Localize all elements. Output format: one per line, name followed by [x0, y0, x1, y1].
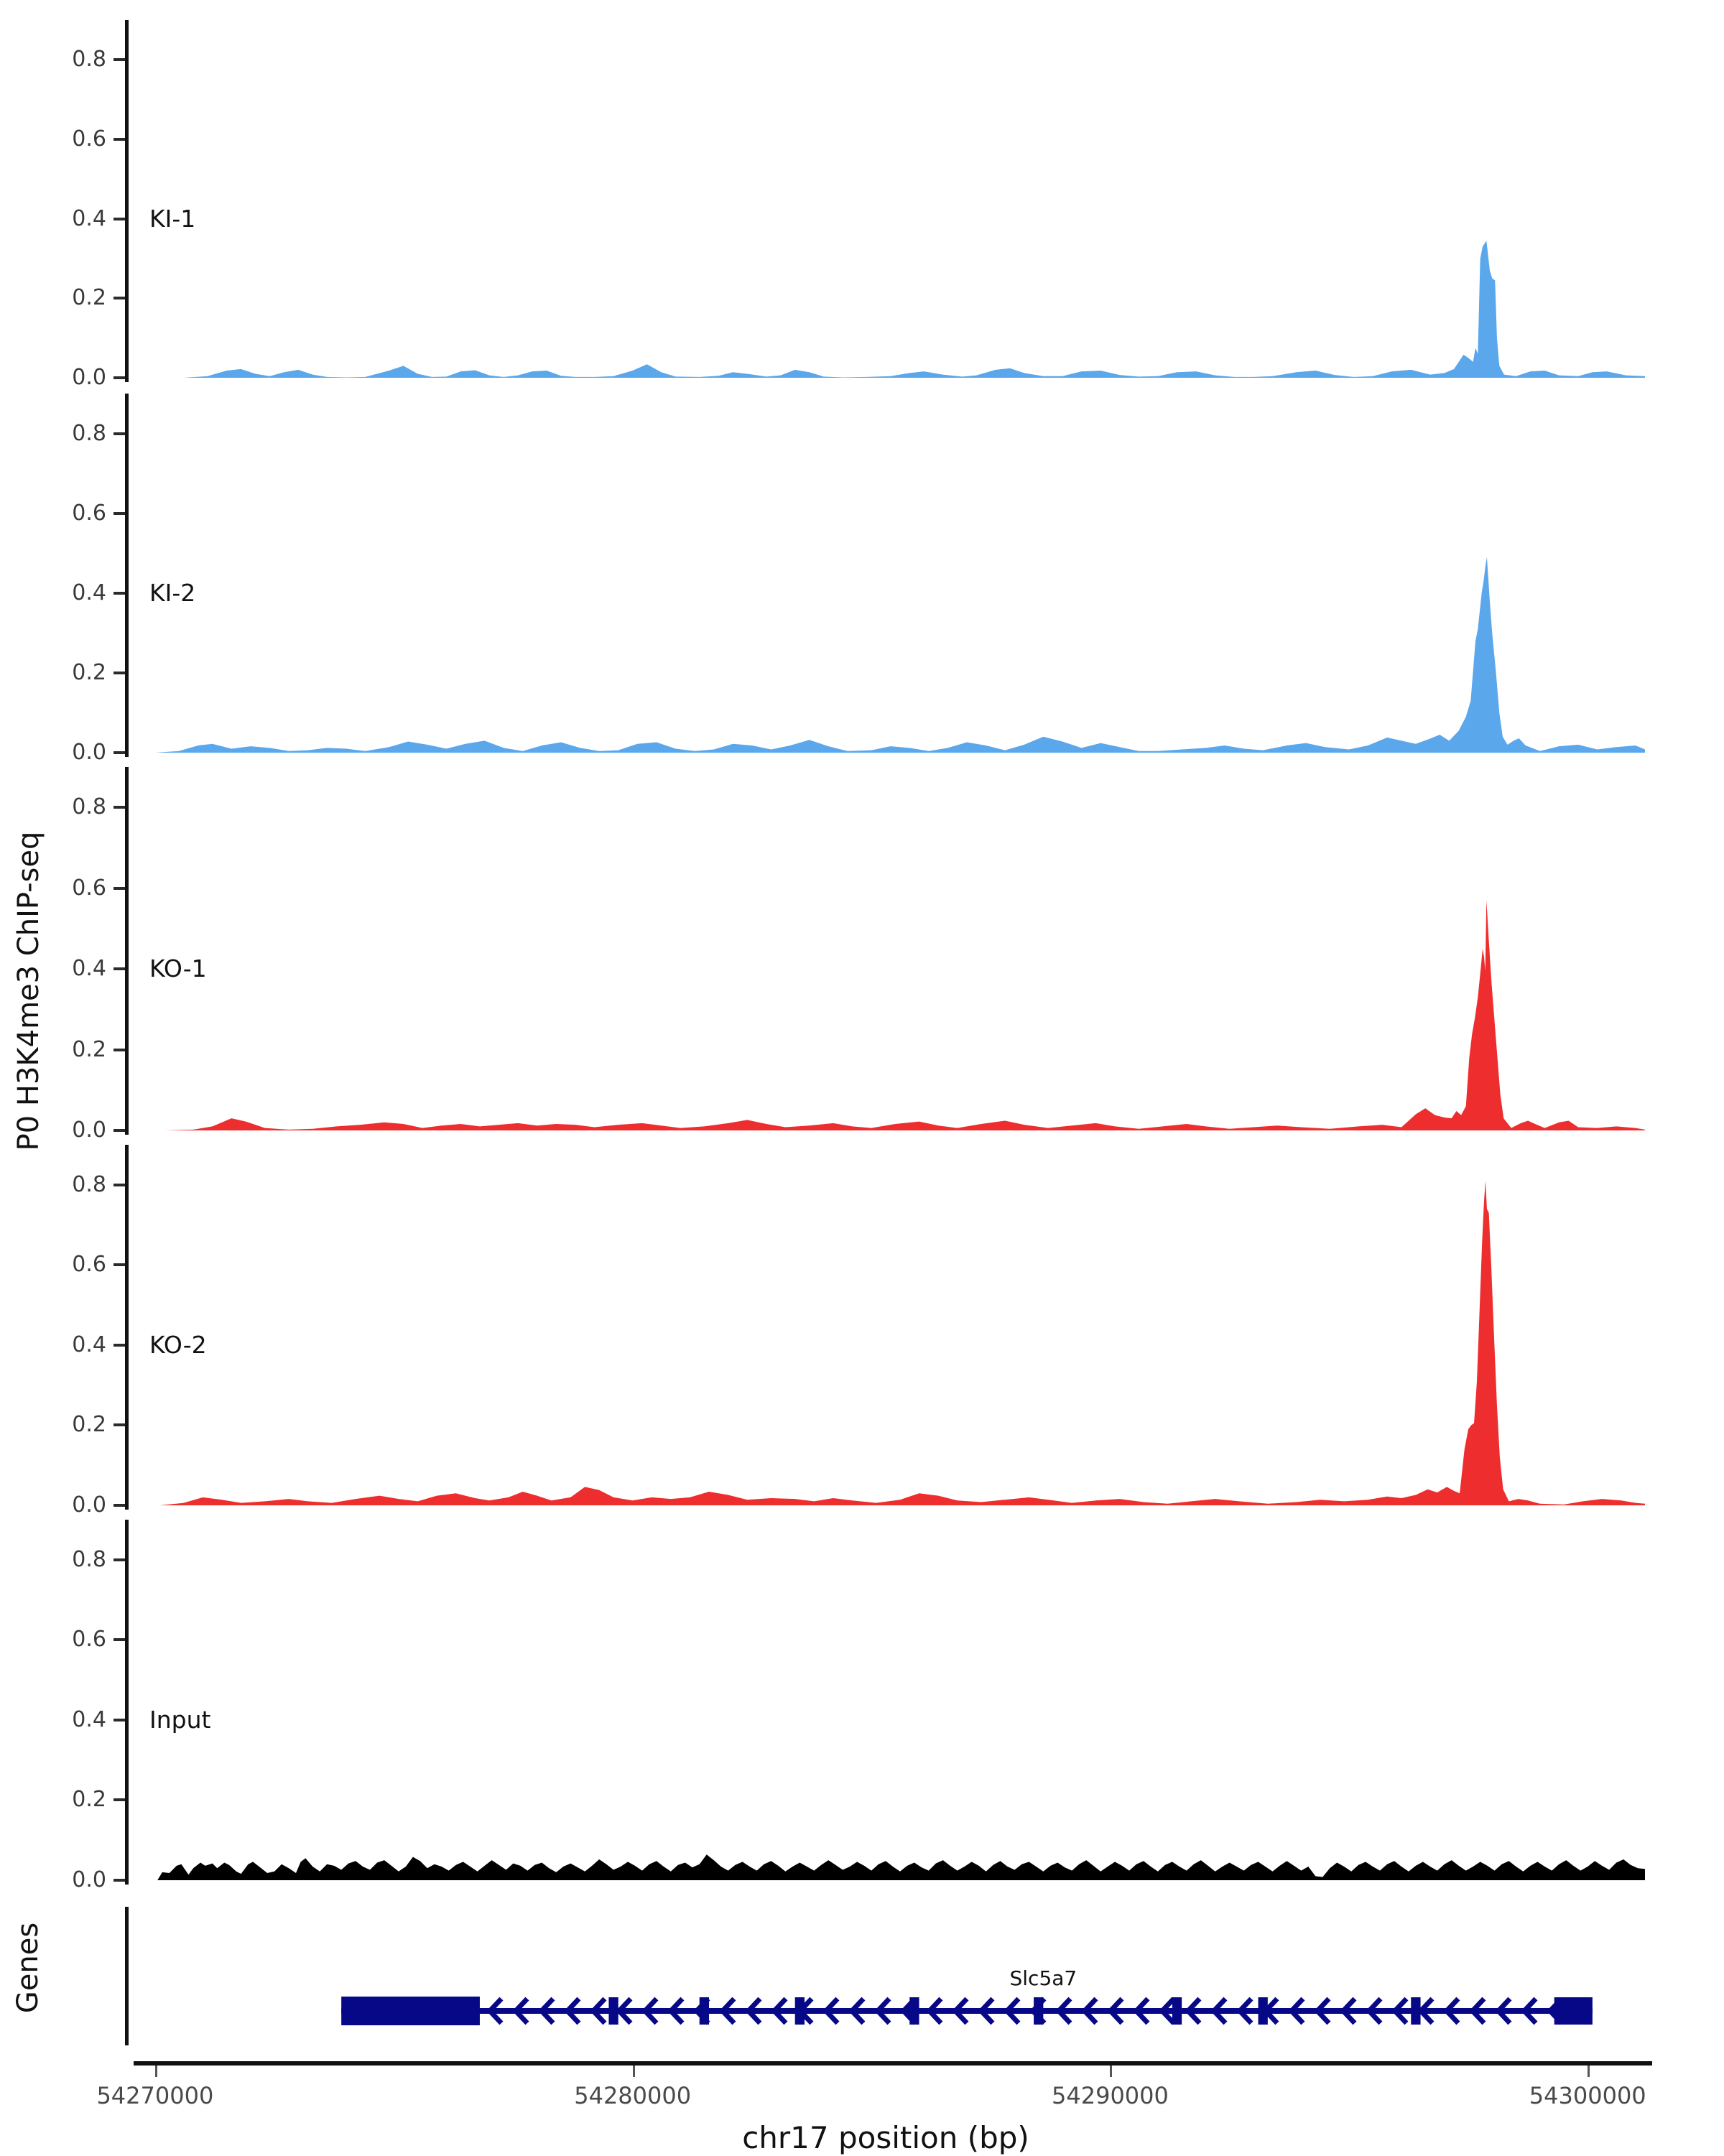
track-label-input: Input — [149, 1705, 211, 1734]
y-tick-label-ko-1-4: 0.8 — [72, 794, 106, 820]
y-axis-spine-ko-1 — [125, 767, 129, 1135]
x-axis-line — [134, 2061, 1652, 2066]
signal-area-ko-2 — [126, 1145, 1645, 1507]
y-tick-label-input-0: 0.0 — [72, 1867, 106, 1892]
y-tick-label-ko-1-2: 0.4 — [72, 956, 106, 982]
y-tick-label-ki-1-1: 0.2 — [72, 285, 106, 311]
y-tick-label-ki-2-4: 0.8 — [72, 420, 106, 446]
y-tick-ko-1-0 — [113, 1129, 125, 1132]
y-tick-input-2 — [113, 1718, 125, 1721]
y-tick-label-ko-2-1: 0.2 — [72, 1412, 106, 1438]
gene-name-label: Slc5a7 — [1009, 1966, 1078, 1990]
y-tick-ki-2-4 — [113, 432, 125, 435]
y-tick-label-ko-2-0: 0.0 — [72, 1492, 106, 1518]
y-tick-input-0 — [113, 1879, 125, 1882]
y-axis-spine-input — [125, 1520, 129, 1885]
gene-model[interactable] — [126, 1986, 1674, 2036]
y-tick-label-ko-1-3: 0.6 — [72, 875, 106, 901]
genes-track-label: Genes — [11, 1922, 45, 2014]
track-label-ko-1: KO-1 — [149, 954, 207, 983]
track-label-ki-1: KI-1 — [149, 204, 196, 233]
x-tick-label-3: 54300000 — [1529, 2082, 1646, 2109]
y-tick-input-4 — [113, 1558, 125, 1561]
y-tick-label-ki-2-0: 0.0 — [72, 740, 106, 765]
y-tick-ki-1-4 — [113, 58, 125, 62]
y-tick-label-ko-1-0: 0.0 — [72, 1118, 106, 1143]
y-axis-spine-ko-2 — [125, 1145, 129, 1510]
x-axis-title: chr17 position (bp) — [742, 2120, 1029, 2155]
y-tick-ko-2-1 — [113, 1423, 125, 1427]
y-tick-label-ki-1-4: 0.8 — [72, 47, 106, 73]
track-label-ko-2: KO-2 — [149, 1330, 207, 1359]
y-tick-ko-1-1 — [113, 1048, 125, 1051]
y-tick-ko-2-0 — [113, 1504, 125, 1507]
y-tick-ko-1-4 — [113, 806, 125, 809]
signal-area-ki-2 — [126, 394, 1645, 754]
y-tick-label-ki-1-3: 0.6 — [72, 126, 106, 152]
x-tick-1 — [632, 2066, 635, 2077]
signal-area-ki-1 — [126, 20, 1645, 379]
y-tick-ko-2-4 — [113, 1183, 125, 1186]
y-tick-ki-1-3 — [113, 138, 125, 141]
y-tick-label-ki-2-1: 0.2 — [72, 659, 106, 685]
y-tick-ko-1-2 — [113, 967, 125, 971]
signal-area-ko-1 — [126, 767, 1645, 1132]
y-tick-ko-1-3 — [113, 886, 125, 890]
y-tick-label-input-1: 0.2 — [72, 1787, 106, 1813]
y-tick-ko-2-3 — [113, 1263, 125, 1267]
y-tick-ki-1-1 — [113, 297, 125, 300]
y-tick-input-3 — [113, 1638, 125, 1642]
y-tick-ki-2-0 — [113, 751, 125, 754]
y-tick-label-ko-2-2: 0.4 — [72, 1332, 106, 1357]
y-tick-label-ki-2-2: 0.4 — [72, 580, 106, 605]
x-tick-3 — [1588, 2066, 1590, 2077]
y-tick-ki-1-2 — [113, 217, 125, 220]
track-label-ki-2: KI-2 — [149, 578, 196, 607]
y-axis-spine-ki-2 — [125, 394, 129, 757]
y-tick-label-ki-1-0: 0.0 — [72, 365, 106, 390]
y-tick-ki-2-3 — [113, 511, 125, 515]
x-tick-0 — [154, 2066, 157, 2077]
x-tick-2 — [1110, 2066, 1113, 2077]
y-tick-ki-2-2 — [113, 591, 125, 595]
y-tick-ko-2-2 — [113, 1343, 125, 1347]
x-tick-label-1: 54280000 — [574, 2082, 692, 2109]
y-tick-label-input-2: 0.4 — [72, 1706, 106, 1732]
x-tick-label-2: 54290000 — [1052, 2082, 1169, 2109]
y-tick-label-ki-1-2: 0.4 — [72, 205, 106, 231]
y-tick-label-input-3: 0.6 — [72, 1627, 106, 1653]
y-tick-label-ko-1-1: 0.2 — [72, 1036, 106, 1062]
y-tick-input-1 — [113, 1798, 125, 1802]
y-tick-ki-2-1 — [113, 671, 125, 674]
genes-panel-spine — [125, 1907, 129, 2045]
y-tick-label-input-4: 0.8 — [72, 1546, 106, 1572]
y-tick-label-ki-2-3: 0.6 — [72, 500, 106, 526]
x-tick-label-0: 54270000 — [96, 2082, 214, 2109]
y-axis-spine-ki-1 — [125, 20, 129, 382]
signal-area-input — [126, 1520, 1645, 1882]
y-tick-ki-1-0 — [113, 376, 125, 379]
y-tick-label-ko-2-3: 0.6 — [72, 1252, 106, 1278]
y-tick-label-ko-2-4: 0.8 — [72, 1171, 106, 1197]
